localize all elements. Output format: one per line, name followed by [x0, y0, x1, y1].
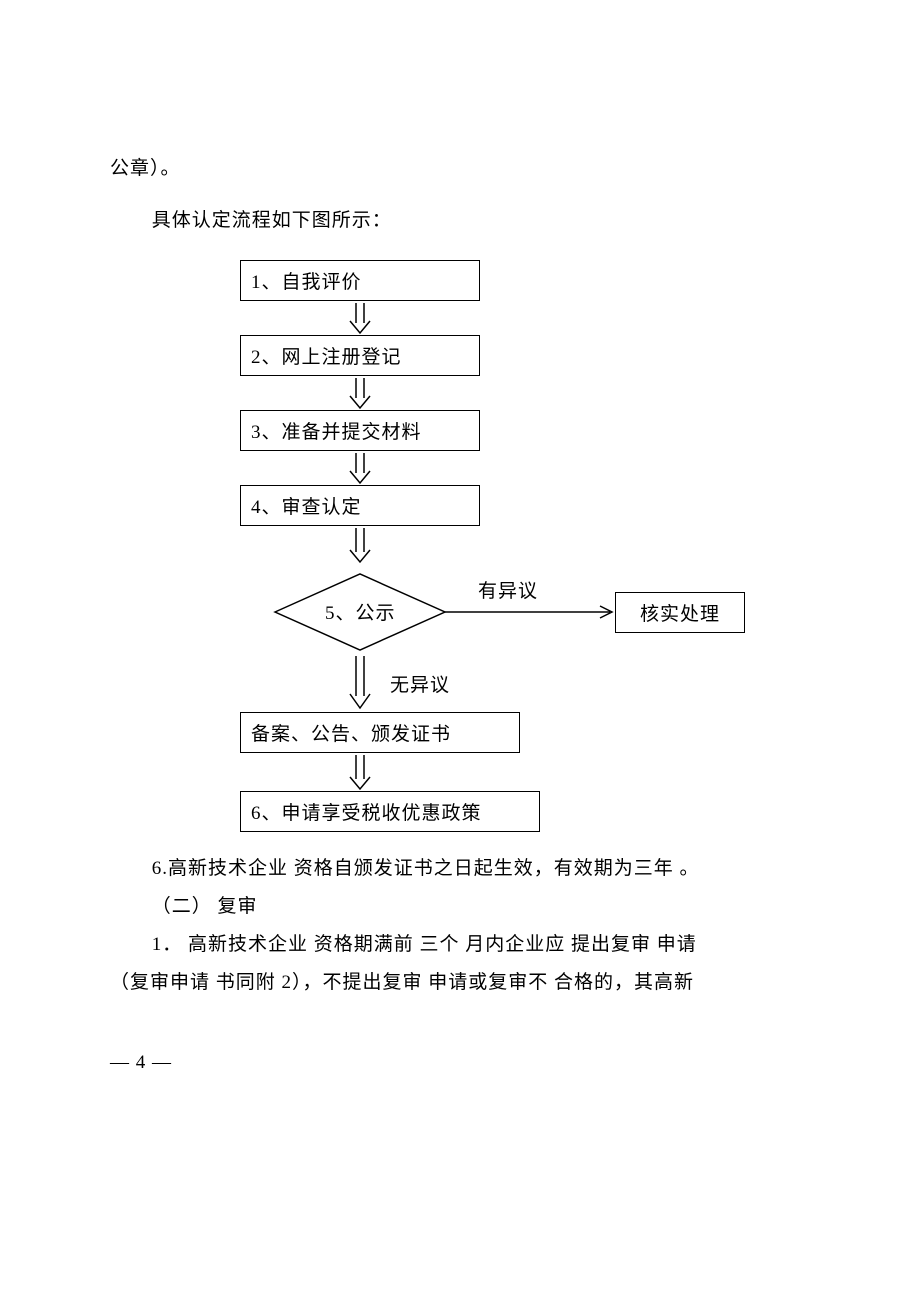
- top-fragment: 公章）。: [110, 150, 810, 188]
- flow-result-box: 备案、公告、颁发证书: [240, 712, 520, 753]
- document-page: 公章）。 具体认定流程如下图所示： 1、自我评价 2、网上注册登记 3、准备并提…: [0, 0, 920, 1134]
- flow-side-box: 核实处理: [615, 592, 745, 633]
- flow-step-5-label: 5、公示: [325, 598, 396, 625]
- flow-branch-yes: 有异议: [478, 576, 538, 603]
- flow-branch-no: 无异议: [390, 670, 450, 697]
- flow-step-3: 3、准备并提交材料: [240, 410, 480, 451]
- page-number: — 4 —: [110, 1052, 810, 1074]
- flow-step-1: 1、自我评价: [240, 260, 480, 301]
- flowchart: 1、自我评价 2、网上注册登记 3、准备并提交材料: [240, 260, 770, 832]
- paragraph-2-1a: 1． 高新技术企业 资格期满前 三个 月内企业应 提出复审 申请: [110, 926, 810, 964]
- section-2-heading: （二） 复审: [110, 888, 810, 926]
- flow-arrow-1: [240, 301, 480, 335]
- flow-step-6: 6、申请享受税收优惠政策: [240, 791, 540, 832]
- flow-arrow-4: [240, 526, 480, 564]
- paragraph-6: 6.高新技术企业 资格自颁发证书之日起生效，有效期为三年 。: [110, 850, 810, 888]
- flow-step-2: 2、网上注册登记: [240, 335, 480, 376]
- flow-decision-row: 5、公示 有异议 核实处理: [240, 568, 770, 656]
- paragraph-2-1b: （复审申请 书同附 2），不提出复审 申请或复审不 合格的，其高新: [110, 964, 810, 1002]
- flow-step-4: 4、审查认定: [240, 485, 480, 526]
- flow-intro: 具体认定流程如下图所示：: [110, 202, 810, 240]
- flow-arrow-2: [240, 376, 480, 410]
- flow-arrow-3: [240, 451, 480, 485]
- flow-arrow-6: [240, 753, 480, 791]
